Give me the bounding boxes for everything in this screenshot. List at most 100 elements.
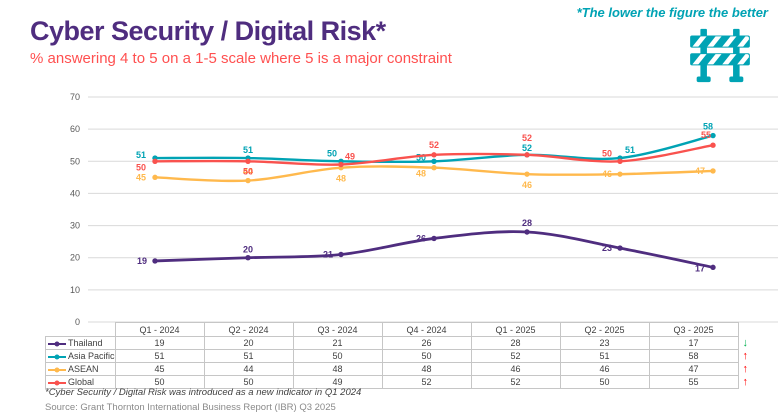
legend-label: Asia Pacific	[68, 351, 115, 361]
data-label: 28	[522, 218, 532, 228]
barrier-icon	[690, 28, 750, 83]
data-point	[152, 258, 158, 264]
chart-data-table: Q1 - 2024 Q2 - 2024 Q3 - 2024 Q4 - 2024 Q1 -…	[45, 322, 757, 389]
data-label: 49	[345, 152, 355, 162]
data-point	[617, 245, 623, 251]
table-cell: 50	[381, 349, 472, 363]
table-row: Global 50 50 49 52 52 50 55 ↑	[45, 375, 757, 389]
legend-label: Thailand	[68, 338, 103, 348]
table-cell: 26	[381, 336, 472, 350]
y-axis-tick-label: 50	[70, 156, 80, 166]
legend-label: ASEAN	[68, 364, 99, 374]
trend-arrow-up-icon: ↑	[742, 376, 749, 388]
table-arrow-header	[738, 323, 756, 337]
table-cell: 23	[559, 336, 650, 350]
legend-line-marker-icon	[48, 341, 66, 347]
data-label: 50	[327, 148, 337, 158]
data-point	[710, 264, 716, 271]
data-label: 50	[243, 166, 253, 176]
data-point	[152, 158, 158, 164]
data-label: 55	[701, 130, 711, 140]
table-col-header: Q3 - 2024	[292, 322, 383, 337]
data-point	[431, 152, 437, 158]
data-point	[245, 177, 251, 184]
table-cell: 48	[381, 362, 472, 376]
data-point	[245, 255, 251, 261]
data-label: 51	[625, 145, 635, 155]
data-label: 17	[695, 263, 705, 273]
table-cell: 19	[114, 336, 205, 350]
data-label: 50	[602, 148, 612, 158]
table-cell: 46	[559, 362, 650, 376]
legend-line-marker-icon	[48, 380, 66, 386]
legend-line-marker-icon	[48, 367, 66, 373]
footnote: *Cyber Security / Digital Risk was intro…	[45, 387, 362, 398]
y-axis-tick-label: 60	[70, 124, 80, 134]
table-cell: 51	[559, 349, 650, 363]
data-label: 46	[602, 169, 612, 179]
data-point	[152, 174, 158, 181]
data-point	[710, 168, 716, 174]
data-point	[338, 161, 344, 168]
trend-arrow-up-icon: ↑	[742, 363, 749, 375]
table-row: ASEAN 45 44 48 48 46 46 47 ↑	[45, 362, 757, 376]
data-label: 50	[136, 162, 146, 172]
table-corner-cell	[46, 323, 116, 337]
data-label: 21	[323, 250, 333, 260]
table-cell: 20	[203, 336, 294, 350]
data-label: 19	[137, 256, 147, 266]
data-label: 58	[703, 122, 713, 132]
data-point	[617, 171, 623, 177]
table-cell: 47	[648, 362, 739, 376]
table-cell: 50	[292, 349, 383, 363]
data-point	[431, 158, 437, 164]
legend-item-asean: ASEAN	[45, 362, 116, 376]
data-point	[524, 171, 530, 177]
table-cell: 52	[470, 375, 561, 389]
table-row: Asia Pacific 51 51 50 50 52 51 58 ↑	[45, 349, 757, 363]
table-col-header: Q2 - 2025	[559, 322, 650, 337]
table-col-header: Q2 - 2024	[203, 322, 294, 337]
table-cell: 28	[470, 336, 561, 350]
data-label: 52	[522, 143, 532, 153]
data-label: 46	[522, 180, 532, 190]
data-point	[617, 158, 623, 164]
data-label: 45	[136, 172, 146, 182]
data-label: 48	[336, 174, 346, 184]
data-label: 52	[522, 133, 532, 143]
data-label: 50	[416, 152, 426, 162]
table-cell: 55	[648, 375, 739, 389]
data-label: 48	[416, 169, 426, 179]
source-note: Source: Grant Thornton International Bus…	[45, 402, 336, 413]
table-cell: 17	[648, 336, 739, 350]
data-label: 26	[416, 233, 426, 243]
table-cell: 44	[203, 362, 294, 376]
table-col-header: Q4 - 2024	[381, 322, 472, 337]
table-cell: 51	[203, 349, 294, 363]
legend-line-marker-icon	[48, 354, 66, 360]
data-label: 47	[695, 166, 705, 176]
data-point	[524, 152, 530, 158]
table-cell: 50	[203, 375, 294, 389]
legend-label: Global	[68, 377, 95, 387]
y-axis-tick-label: 30	[70, 221, 80, 231]
table-cell: 58	[648, 349, 739, 363]
table-col-header: Q3 - 2025	[648, 322, 739, 337]
legend-item-global: Global	[45, 375, 116, 389]
y-axis-tick-label: 20	[70, 253, 80, 263]
data-point	[338, 251, 344, 258]
legend-item-thailand: Thailand	[45, 336, 116, 350]
table-cell: 52	[470, 349, 561, 363]
table-row: Thailand 19 20 21 26 28 23 17 ↓	[45, 336, 757, 350]
page-subtitle: % answering 4 to 5 on a 1-5 scale where …	[30, 50, 452, 67]
table-cell: 45	[114, 362, 205, 376]
table-col-header: Q1 - 2024	[114, 322, 205, 337]
data-label: 52	[429, 140, 439, 150]
y-axis-tick-label: 0	[75, 317, 80, 325]
data-label: 20	[243, 245, 253, 255]
y-axis-tick-label: 10	[70, 285, 80, 295]
y-axis-tick-label: 70	[70, 92, 80, 102]
data-label: 51	[243, 145, 253, 155]
table-cell: 50	[559, 375, 650, 389]
